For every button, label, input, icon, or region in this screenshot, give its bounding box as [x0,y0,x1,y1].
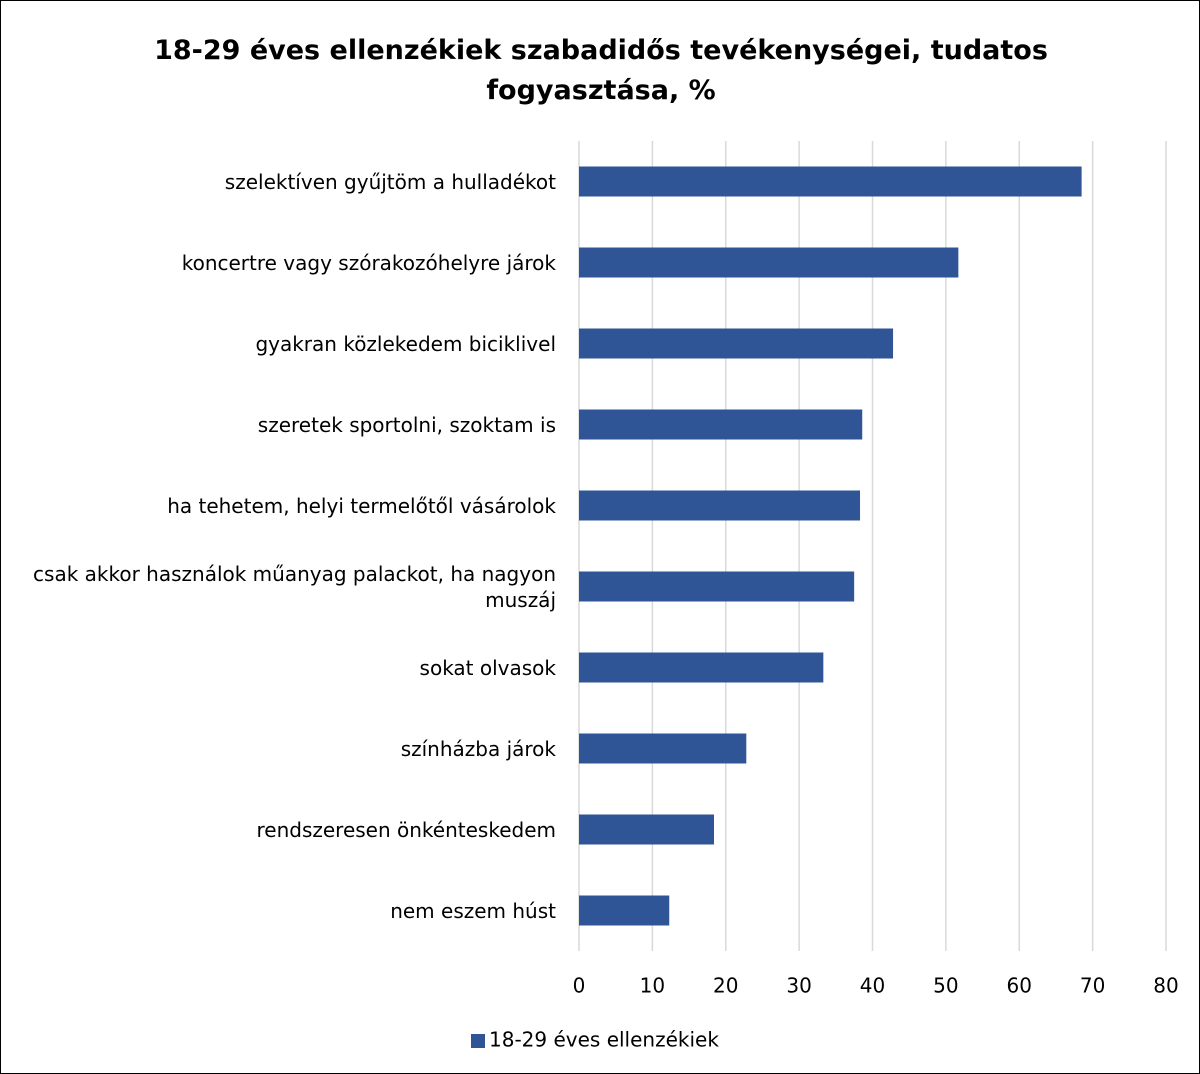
x-tick-label: 30 [786,974,811,998]
y-tick-label: gyakran közlekedem biciklivel [255,331,556,356]
bar [579,652,824,683]
chart-title: 18-29 éves ellenzékiek szabadidős tevéke… [154,35,1048,106]
bar [579,895,670,926]
bar [579,490,861,521]
y-tick-label: szelektíven gyűjtöm a hulladékot [224,169,556,194]
bar [579,328,894,359]
y-tick-label: színházba járok [400,736,556,761]
x-tick-label: 20 [713,974,738,998]
y-tick-label: ha tehetem, helyi termelőtől vásárolok [167,493,556,518]
x-tick-label: 40 [860,974,885,998]
y-tick-label: koncertre vagy szórakozóhelyre járok [181,250,556,275]
x-tick-label: 10 [640,974,665,998]
y-tick-label: nem eszem húst [390,898,556,923]
legend-swatch [471,1034,485,1048]
y-tick-label: csak akkor használok műanyag palackot, h… [33,561,556,612]
x-tick-label: 80 [1153,974,1178,998]
y-tick-label: szeretek sportolni, szoktam is [257,412,556,437]
y-tick-label: rendszeresen önkénteskedem [256,817,556,842]
y-tick-label: sokat olvasok [419,655,556,680]
bar [579,814,715,845]
bar [579,571,855,602]
x-tick-label: 0 [573,974,586,998]
bar [579,166,1082,197]
bar [579,409,863,440]
bar [579,733,747,764]
bar [579,247,959,278]
x-tick-label: 50 [933,974,958,998]
x-tick-label: 60 [1007,974,1032,998]
x-tick-label: 70 [1080,974,1105,998]
legend-label: 18-29 éves ellenzékiek [489,1028,719,1052]
